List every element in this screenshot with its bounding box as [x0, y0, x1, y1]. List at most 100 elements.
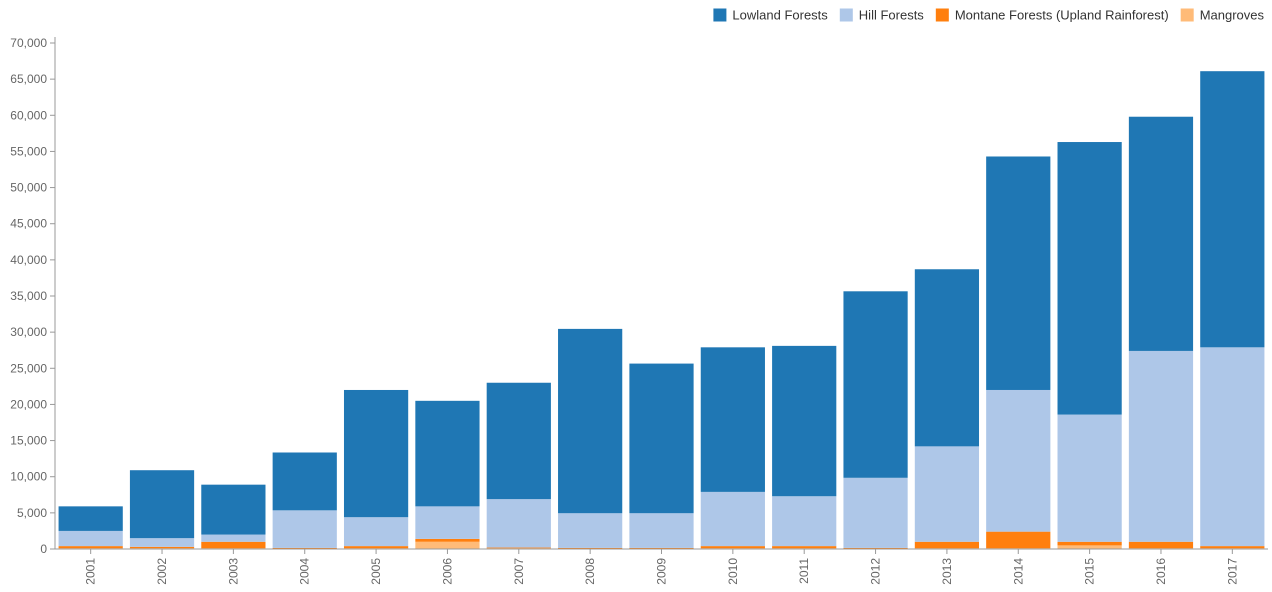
bar-lowland-2003[interactable] — [201, 484, 266, 535]
legend: Lowland Forests Hill Forests Montane Fores… — [713, 8, 1264, 23]
bar-montane-2012[interactable] — [843, 547, 908, 549]
legend-swatch-lowland — [713, 8, 727, 22]
bar-lowland-2014[interactable] — [986, 156, 1051, 390]
bar-hill-2004[interactable] — [272, 510, 337, 548]
legend-item-montane[interactable]: Montane Forests (Upland Rainforest) — [935, 8, 1169, 23]
bar-montane-2001[interactable] — [58, 546, 123, 549]
bar-hill-2002[interactable] — [129, 538, 195, 547]
y-tick-label: 30,000 — [10, 325, 47, 339]
bar-lowland-2008[interactable] — [558, 328, 623, 514]
x-tick-label: 2012 — [869, 558, 883, 585]
bar-lowland-2010[interactable] — [700, 347, 765, 492]
bar-hill-2001[interactable] — [58, 530, 123, 547]
bar-stack-2004 — [272, 452, 337, 549]
bar-hill-2017[interactable] — [1200, 347, 1265, 547]
bar-hill-2011[interactable] — [772, 496, 837, 547]
bar-lowland-2013[interactable] — [914, 269, 980, 447]
bar-lowland-2015[interactable] — [1057, 142, 1122, 415]
legend-item-lowland[interactable]: Lowland Forests — [713, 8, 828, 23]
bar-hill-2014[interactable] — [986, 389, 1051, 532]
bar-montane-2007[interactable] — [486, 547, 551, 549]
bar-lowland-2009[interactable] — [629, 363, 694, 514]
bar-stack-2002 — [129, 470, 195, 549]
bar-montane-2010[interactable] — [700, 546, 765, 549]
bar-montane-2003[interactable] — [201, 541, 266, 549]
bar-montane-2017[interactable] — [1200, 546, 1265, 549]
bar-hill-2008[interactable] — [558, 513, 623, 548]
bar-lowland-2007[interactable] — [486, 382, 551, 500]
bar-montane-2004[interactable] — [272, 547, 337, 549]
bar-montane-2015[interactable] — [1057, 541, 1122, 546]
bar-lowland-2006[interactable] — [415, 400, 480, 507]
bar-stack-2009 — [629, 363, 694, 549]
y-tick-label: 50,000 — [10, 181, 47, 195]
bar-montane-2006[interactable] — [415, 538, 480, 542]
bar-montane-2011[interactable] — [772, 546, 837, 549]
bar-stack-2006 — [415, 400, 480, 549]
bar-hill-2013[interactable] — [914, 446, 980, 542]
y-tick-label: 70,000 — [10, 36, 47, 50]
x-tick-label: 2003 — [226, 558, 240, 585]
y-tick-label: 45,000 — [10, 217, 47, 231]
x-tick-label: 2008 — [583, 558, 597, 585]
bar-stack-2007 — [486, 382, 551, 549]
bar-hill-2007[interactable] — [486, 499, 551, 548]
bar-stack-2001 — [58, 506, 123, 549]
x-tick-label: 2017 — [1225, 558, 1239, 585]
bar-hill-2005[interactable] — [343, 517, 409, 547]
bar-hill-2015[interactable] — [1057, 414, 1122, 542]
y-tick-label: 60,000 — [10, 108, 47, 122]
legend-item-mangroves[interactable]: Mangroves — [1180, 8, 1265, 23]
bar-lowland-2016[interactable] — [1128, 116, 1194, 351]
bar-hill-2012[interactable] — [843, 477, 908, 548]
bar-stack-2003 — [201, 484, 266, 549]
bar-lowland-2005[interactable] — [343, 389, 409, 518]
bar-hill-2010[interactable] — [700, 491, 765, 547]
y-tick-label: 65,000 — [10, 72, 47, 86]
y-tick-label: 55,000 — [10, 144, 47, 158]
x-axis: 2001 2002 2003 2004 2005 2006 2007 2008 2009 2010… — [55, 548, 1268, 585]
x-tick-label: 2006 — [440, 558, 454, 585]
bar-lowland-2001[interactable] — [58, 506, 123, 531]
y-tick-label: 15,000 — [10, 434, 47, 448]
bar-stack-2015 — [1057, 142, 1122, 549]
bar-hill-2006[interactable] — [415, 506, 480, 539]
bar-lowland-2011[interactable] — [772, 345, 837, 497]
legend-item-hill[interactable]: Hill Forests — [839, 8, 925, 23]
bar-montane-2005[interactable] — [343, 546, 409, 549]
bar-stack-2016 — [1128, 116, 1194, 549]
bar-lowland-2017[interactable] — [1200, 71, 1265, 348]
bar-hill-2009[interactable] — [629, 513, 694, 548]
bar-montane-2009[interactable] — [629, 547, 694, 549]
x-tick-label: 2016 — [1154, 558, 1168, 585]
y-tick-label: 25,000 — [10, 361, 47, 375]
legend-swatch-mangroves — [1180, 8, 1194, 22]
bars — [58, 71, 1265, 549]
bar-montane-2008[interactable] — [558, 547, 623, 549]
bar-lowland-2004[interactable] — [272, 452, 337, 511]
x-tick-label: 2007 — [512, 558, 526, 585]
bar-stack-2005 — [343, 389, 409, 549]
bar-montane-2013[interactable] — [914, 541, 980, 549]
bar-lowland-2002[interactable] — [129, 470, 195, 539]
bar-mangroves-2015[interactable] — [1057, 545, 1122, 549]
y-tick-label: 20,000 — [10, 397, 47, 411]
x-tick-label: 2009 — [655, 558, 669, 585]
bar-stack-2012 — [843, 291, 908, 549]
legend-label: Hill Forests — [859, 8, 925, 23]
bar-lowland-2012[interactable] — [843, 291, 908, 478]
bar-mangroves-2006[interactable] — [415, 541, 480, 549]
bar-montane-2014[interactable] — [986, 531, 1051, 549]
legend-swatch-montane — [935, 8, 949, 22]
bar-montane-2002[interactable] — [129, 546, 195, 549]
y-tick-label: 10,000 — [10, 470, 47, 484]
bar-montane-2016[interactable] — [1128, 541, 1194, 549]
bar-stack-2011 — [772, 345, 837, 549]
bar-hill-2003[interactable] — [201, 534, 266, 542]
bar-hill-2016[interactable] — [1128, 350, 1194, 542]
y-tick-label: 35,000 — [10, 289, 47, 303]
y-tick-label: 5,000 — [17, 506, 47, 520]
legend-label: Mangroves — [1200, 8, 1265, 23]
